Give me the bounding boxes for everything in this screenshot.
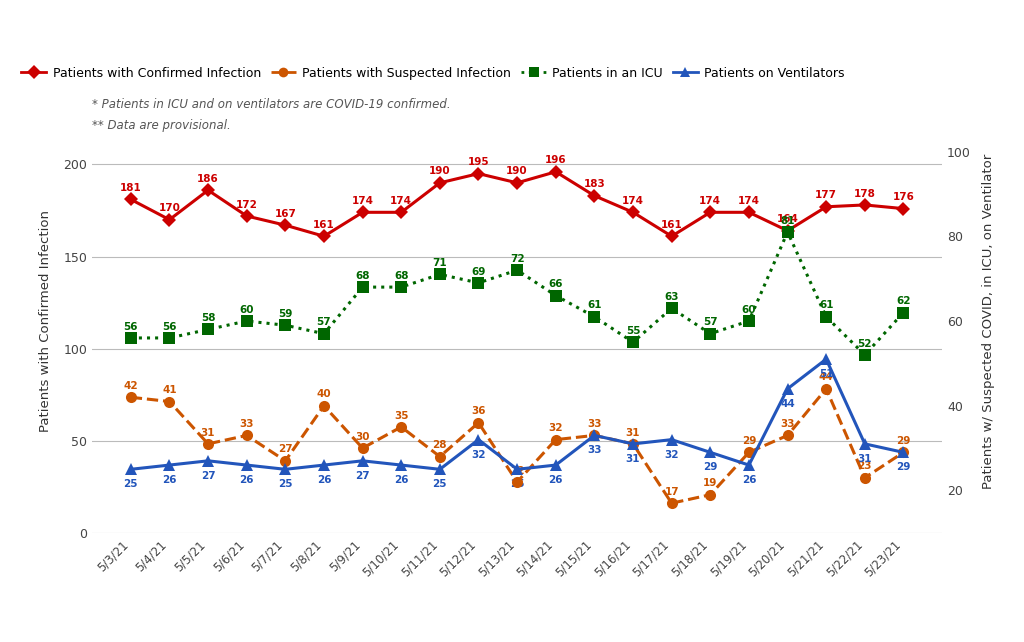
Text: 25: 25 [510,480,524,489]
Text: 25: 25 [124,480,138,489]
Text: 28: 28 [432,440,447,450]
Text: 72: 72 [510,254,524,264]
Text: 31: 31 [626,428,640,438]
Text: 69: 69 [471,266,485,277]
Text: 26: 26 [240,475,254,485]
Text: 19: 19 [703,478,718,489]
Text: 25: 25 [279,480,293,489]
Text: 27: 27 [201,471,215,481]
Text: 186: 186 [198,174,219,184]
Text: 71: 71 [432,258,447,268]
Text: 195: 195 [468,157,489,168]
Text: 63: 63 [665,292,679,302]
Text: 68: 68 [394,271,409,281]
Text: * Patients in ICU and on ventilators are COVID-19 confirmed.: * Patients in ICU and on ventilators are… [92,98,451,110]
Text: 35: 35 [394,411,409,421]
Text: 44: 44 [780,399,795,409]
Text: 32: 32 [549,423,563,433]
Text: 161: 161 [660,220,683,230]
Text: 190: 190 [429,166,451,177]
Text: 174: 174 [622,196,644,206]
Text: 181: 181 [120,183,141,193]
Text: 42: 42 [124,381,138,391]
Text: 164: 164 [776,214,799,225]
Text: 68: 68 [355,271,370,281]
Text: 26: 26 [741,475,756,485]
Text: 51: 51 [819,369,834,379]
Text: 55: 55 [626,326,640,336]
Text: 33: 33 [587,419,602,429]
Text: 26: 26 [316,475,331,485]
Text: 32: 32 [665,449,679,460]
Text: 58: 58 [201,313,215,323]
Text: 36: 36 [471,406,485,417]
Text: 183: 183 [584,179,605,189]
Text: 61: 61 [587,300,602,311]
Text: 167: 167 [274,209,296,219]
Text: 56: 56 [162,322,177,332]
Text: 174: 174 [390,196,413,206]
Text: 44: 44 [819,372,834,383]
Text: 27: 27 [355,471,370,481]
Text: 170: 170 [159,204,180,213]
Text: 29: 29 [896,462,910,473]
Text: 57: 57 [702,317,718,327]
Legend: Patients with Confirmed Infection, Patients with Suspected Infection, Patients i: Patients with Confirmed Infection, Patie… [16,62,850,85]
Text: 26: 26 [549,475,563,485]
Text: 177: 177 [815,191,838,200]
Y-axis label: Patients w/ Suspected COVID, in ICU, on Ventilator: Patients w/ Suspected COVID, in ICU, on … [982,153,995,489]
Text: 52: 52 [857,338,872,349]
Text: 29: 29 [703,462,718,473]
Text: 81: 81 [780,216,795,226]
Text: 33: 33 [240,419,254,429]
Text: 176: 176 [893,193,914,202]
Text: 29: 29 [741,436,756,446]
Text: 17: 17 [665,487,679,497]
Text: 40: 40 [316,390,332,399]
Text: 196: 196 [545,155,566,166]
Text: ** Data are provisional.: ** Data are provisional. [92,119,230,132]
Text: 29: 29 [896,436,910,446]
Y-axis label: Patients with Confirmed Infection: Patients with Confirmed Infection [39,210,52,432]
Text: 27: 27 [278,444,293,455]
Text: 56: 56 [124,322,138,332]
Text: 59: 59 [279,309,293,319]
Text: 41: 41 [162,385,177,395]
Text: 32: 32 [471,449,485,460]
Text: 60: 60 [240,305,254,315]
Text: 31: 31 [857,454,872,464]
Text: 23: 23 [857,462,872,471]
Text: 25: 25 [432,480,447,489]
Text: 33: 33 [587,446,602,455]
Text: 33: 33 [780,419,795,429]
Text: 161: 161 [313,220,335,230]
Text: 174: 174 [699,196,721,206]
Text: 57: 57 [316,317,332,327]
Text: 60: 60 [741,305,756,315]
Text: 174: 174 [351,196,374,206]
Text: 31: 31 [201,428,215,438]
Text: 172: 172 [236,200,258,210]
Text: 30: 30 [355,432,370,442]
Text: 31: 31 [626,454,640,464]
Text: 66: 66 [549,279,563,290]
Text: 190: 190 [506,166,528,177]
Text: 22: 22 [510,465,524,476]
Text: 26: 26 [394,475,409,485]
Text: 178: 178 [854,189,876,198]
Text: 61: 61 [819,300,834,311]
Text: COVID-19 Hospitalizations Reported by MS Hospitals, 5/3/21-5/23/21 *,**: COVID-19 Hospitalizations Reported by MS… [13,18,780,37]
Text: 62: 62 [896,296,910,306]
Text: 26: 26 [162,475,177,485]
Text: 174: 174 [738,196,760,206]
